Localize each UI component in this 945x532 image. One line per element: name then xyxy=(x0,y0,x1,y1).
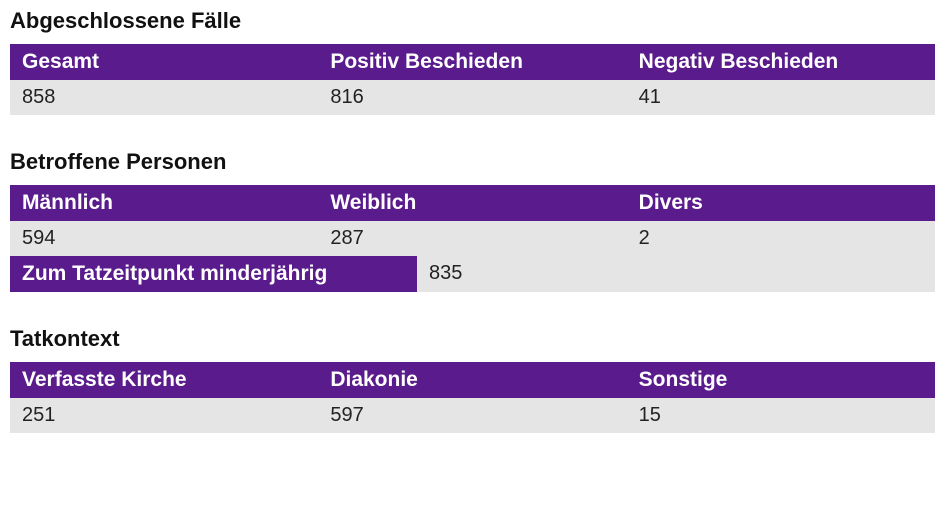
col-header-divers: Divers xyxy=(627,185,935,221)
sub-row-value: 835 xyxy=(417,256,935,292)
col-header-sonstige: Sonstige xyxy=(627,362,935,398)
table-betroffene: Männlich Weiblich Divers 594 287 2 xyxy=(10,185,935,256)
section-title: Abgeschlossene Fälle xyxy=(10,8,935,34)
cell-weiblich: 287 xyxy=(318,221,626,256)
col-header-positiv: Positiv Beschieden xyxy=(318,44,626,80)
sub-row-label: Zum Tatzeitpunkt minderjährig xyxy=(10,256,417,292)
cell-sonstige: 15 xyxy=(627,398,935,433)
section-tatkontext: Tatkontext Verfasste Kirche Diakonie Son… xyxy=(10,326,935,433)
cell-diakonie: 597 xyxy=(318,398,626,433)
col-header-negativ: Negativ Beschieden xyxy=(627,44,935,80)
cell-verfasste-kirche: 251 xyxy=(10,398,318,433)
col-header-maennlich: Männlich xyxy=(10,185,318,221)
section-betroffene-personen: Betroffene Personen Männlich Weiblich Di… xyxy=(10,149,935,292)
cell-negativ: 41 xyxy=(627,80,935,115)
sub-row-minderjaehrig: Zum Tatzeitpunkt minderjährig 835 xyxy=(10,256,935,292)
col-header-gesamt: Gesamt xyxy=(10,44,318,80)
cell-divers: 2 xyxy=(627,221,935,256)
table-tatkontext: Verfasste Kirche Diakonie Sonstige 251 5… xyxy=(10,362,935,433)
section-title: Tatkontext xyxy=(10,326,935,352)
cell-maennlich: 594 xyxy=(10,221,318,256)
col-header-weiblich: Weiblich xyxy=(318,185,626,221)
section-title: Betroffene Personen xyxy=(10,149,935,175)
cell-gesamt: 858 xyxy=(10,80,318,115)
col-header-diakonie: Diakonie xyxy=(318,362,626,398)
page-root: Abgeschlossene Fälle Gesamt Positiv Besc… xyxy=(0,0,945,441)
table-abgeschlossene: Gesamt Positiv Beschieden Negativ Beschi… xyxy=(10,44,935,115)
section-abgeschlossene-faelle: Abgeschlossene Fälle Gesamt Positiv Besc… xyxy=(10,8,935,115)
col-header-verfasste-kirche: Verfasste Kirche xyxy=(10,362,318,398)
cell-positiv: 816 xyxy=(318,80,626,115)
